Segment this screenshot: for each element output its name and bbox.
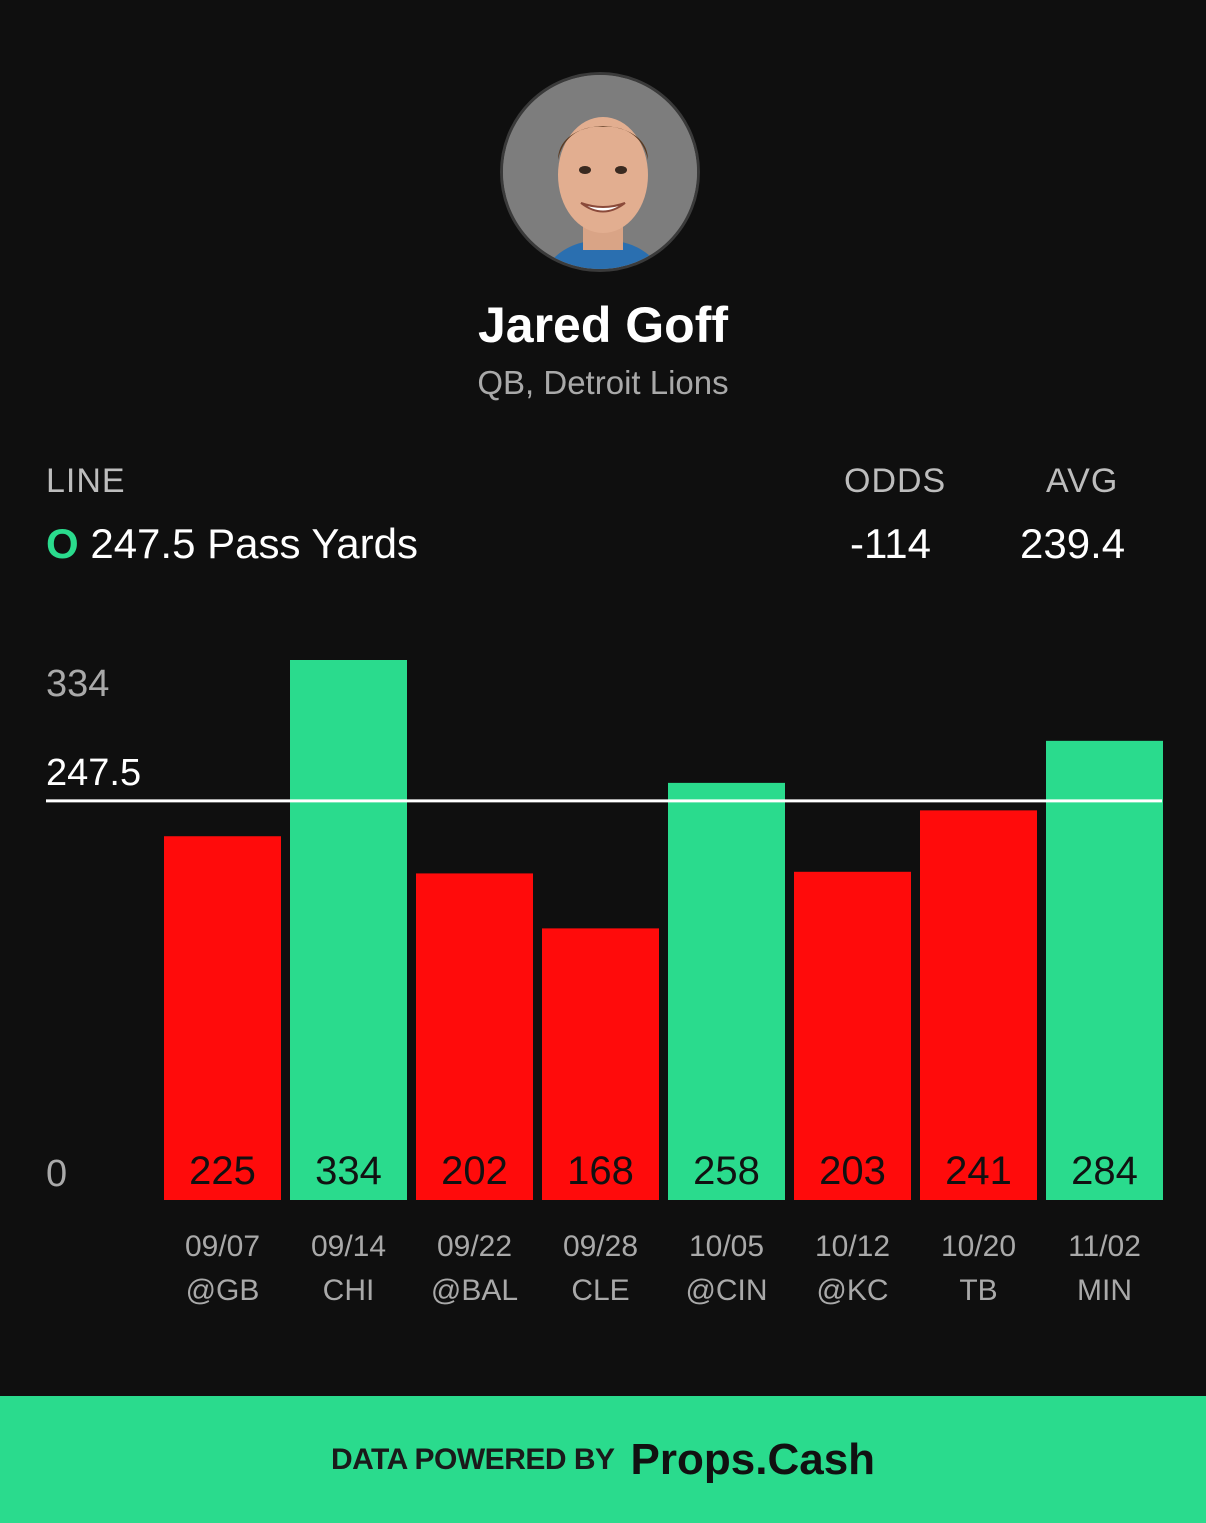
x-tick-opponent-label: @CIN — [685, 1274, 767, 1307]
line-value: O 247.5 Pass Yards — [46, 520, 418, 568]
x-tick-opponent-label: CLE — [571, 1274, 629, 1307]
x-tick-date-label: 09/07 — [185, 1230, 260, 1263]
x-tick-opponent-label: CHI — [323, 1274, 375, 1307]
threshold-label: 247.5 — [46, 752, 141, 794]
bar-value-label: 334 — [315, 1149, 382, 1193]
x-tick-date-label: 10/20 — [941, 1230, 1016, 1263]
y-tick-label-max: 334 — [46, 663, 109, 705]
y-tick-label-zero: 0 — [46, 1153, 67, 1195]
bar-value-label: 284 — [1071, 1149, 1138, 1193]
odds-label: ODDS — [844, 462, 947, 500]
bar — [920, 810, 1037, 1200]
player-photo-icon — [503, 75, 697, 269]
bar-value-label: 258 — [693, 1149, 760, 1193]
odds-value: -114 — [850, 520, 931, 567]
footer-text: DATA POWERED BY — [330, 1442, 615, 1476]
avg-value: 239.4 — [1020, 520, 1126, 567]
x-tick-opponent-label: @GB — [186, 1274, 260, 1307]
x-tick-opponent-label: TB — [959, 1274, 997, 1307]
x-tick-date-label: 09/22 — [437, 1230, 512, 1263]
x-tick-date-label: 09/28 — [563, 1230, 638, 1263]
over-marker: O — [46, 520, 79, 567]
x-tick-date-label: 09/14 — [311, 1230, 386, 1263]
bar — [542, 928, 659, 1200]
x-tick-date-label: 10/05 — [689, 1230, 764, 1263]
line-label: LINE — [46, 462, 126, 500]
pass-yards-bar-chart: 334 0 225 09/07 @GB 334 09/14 CHI 202 09/22 @BAL 16… — [46, 660, 1163, 1307]
bar — [794, 871, 911, 1200]
x-tick-opponent-label: @KC — [816, 1274, 888, 1307]
line-text: 247.5 Pass Yards — [90, 520, 418, 567]
avg-label: AVG — [1046, 462, 1119, 500]
bar — [668, 782, 785, 1200]
bar-value-label: 241 — [945, 1149, 1012, 1193]
player-avatar — [500, 72, 700, 272]
player-name: Jared Goff — [477, 297, 729, 353]
bar — [1046, 740, 1163, 1200]
player-position-team: QB, Detroit Lions — [477, 364, 729, 401]
bar-value-label: 202 — [441, 1149, 508, 1193]
footer-brand: Props.Cash — [630, 1434, 876, 1484]
bar-value-label: 225 — [189, 1149, 256, 1193]
bar-value-label: 203 — [819, 1149, 886, 1193]
footer-banner: DATA POWERED BY Props.Cash — [0, 1396, 1206, 1523]
bar — [164, 836, 281, 1200]
x-tick-opponent-label: @BAL — [431, 1274, 518, 1307]
x-tick-date-label: 10/12 — [815, 1230, 890, 1263]
x-tick-opponent-label: MIN — [1077, 1274, 1132, 1307]
bar — [416, 873, 533, 1200]
bar-value-label: 168 — [567, 1149, 634, 1193]
x-tick-date-label: 11/02 — [1068, 1230, 1141, 1263]
bar — [290, 660, 407, 1200]
